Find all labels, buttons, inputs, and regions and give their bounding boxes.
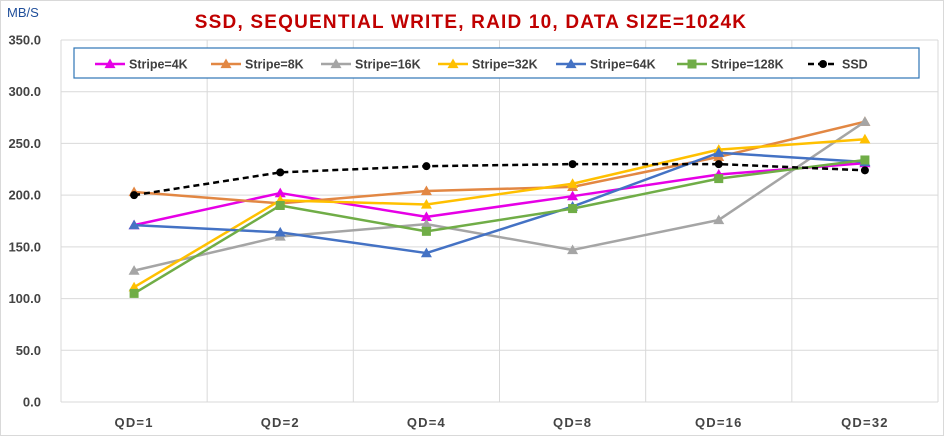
data-point [129,288,139,298]
data-point [274,187,286,198]
legend-marker [330,58,342,69]
data-point [859,133,871,144]
series-line [133,138,866,289]
data-point [130,191,139,200]
legend: Stripe=4K Stripe=8K Stripe=16K Stripe=32K St… [73,47,920,79]
legend-label: SSD [842,58,868,72]
y-tick-label: 50.0 [16,343,41,358]
x-tick-label: QD=32 [841,415,889,430]
data-point [128,219,140,230]
x-tick-label: QD=8 [553,415,592,430]
series-stripe-16k [128,116,871,275]
legend-label: Stripe=16K [355,58,421,72]
chart-title: SSD, SEQUENTIAL WRITE, RAID 10, DATA SIZ… [195,12,747,33]
y-tick-label: 150.0 [8,239,41,254]
series-line [133,120,866,272]
data-point [128,265,140,275]
data-point [420,218,432,229]
series-layer [128,116,871,298]
series-line [133,158,866,295]
legend-label: Stripe=64K [590,58,656,72]
data-point [275,200,285,210]
series-line [133,162,865,197]
data-point [714,174,724,184]
legend-label: Stripe=128K [711,58,784,72]
data-point [276,168,285,177]
data-point [713,147,725,157]
data-point [421,226,431,236]
series-line [133,120,866,205]
data-point [420,185,432,196]
legend-label: Stripe=32K [472,58,538,72]
x-axis-ticks: QD=1 QD=2 QD=4 QD=8 QD=16 QD=32 [115,415,889,430]
data-point [567,244,579,255]
series-line [133,161,866,227]
series-stripe-128k [129,155,870,298]
data-point [713,214,725,225]
data-point [860,166,869,175]
y-tick-label: 350.0 [8,33,41,48]
y-axis-ticks: 0.0 50.0 100.0 150.0 200.0 250.0 300.0 350.0 [8,33,41,410]
x-tick-label: QD=1 [115,415,154,430]
legend-label: Stripe=8K [245,58,304,72]
legend-marker [447,58,459,69]
y-axis-unit-label: MB/S [7,5,39,20]
data-point [567,178,579,188]
data-point [568,160,577,169]
series-ssd [130,160,869,200]
data-point [567,190,579,201]
data-point [420,247,432,258]
x-tick-label: QD=4 [407,415,446,430]
data-point [422,162,431,171]
data-point [420,198,432,209]
y-tick-label: 200.0 [8,188,41,203]
legend-marker [220,58,232,69]
x-tick-label: QD=2 [261,415,300,430]
data-point [420,211,432,221]
y-tick-label: 250.0 [8,136,41,151]
y-tick-label: 0.0 [23,395,41,410]
legend-marker [565,58,577,69]
legend-label: Stripe=4K [129,58,188,72]
y-tick-label: 300.0 [8,84,41,99]
data-point [568,204,578,214]
legend-marker [819,60,827,68]
data-point [714,160,723,169]
legend-marker [104,58,116,69]
legend-marker [687,59,697,69]
x-tick-label: QD=16 [695,415,743,430]
data-point [860,155,870,165]
y-tick-label: 100.0 [8,291,41,306]
data-point [859,116,871,126]
data-point [274,226,286,237]
series-line [134,151,865,255]
